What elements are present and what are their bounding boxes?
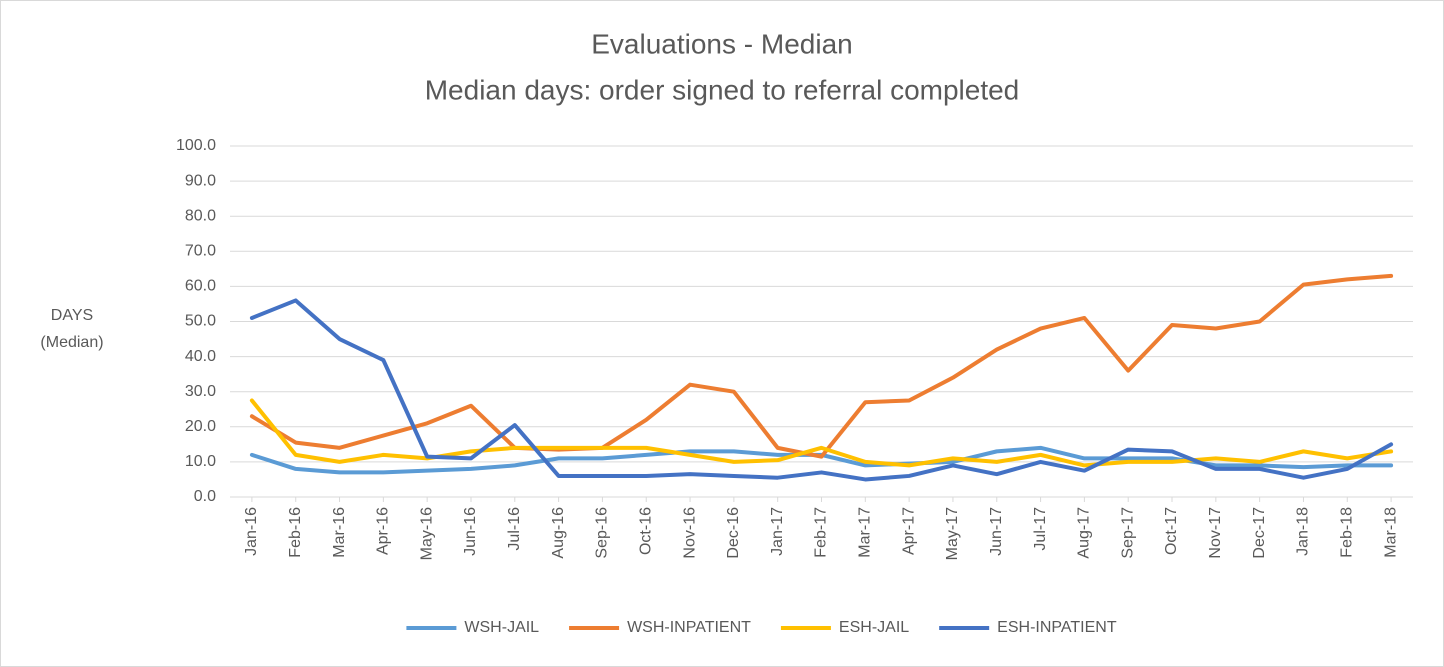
x-tick-label: Sep-17	[1119, 507, 1136, 559]
y-axis-label: (Median)	[40, 334, 103, 351]
x-tick-label: Jul-16	[506, 507, 523, 551]
y-tick-label: 20.0	[185, 418, 216, 435]
x-tick-label: Dec-17	[1251, 507, 1268, 559]
series-line	[249, 273, 1394, 459]
series-line	[249, 298, 1394, 482]
x-tick-label: May-16	[418, 507, 435, 560]
x-tick-label: May-17	[944, 507, 961, 560]
chart-subtitle: Median days: order signed to referral co…	[425, 74, 1020, 105]
y-tick-label: 70.0	[185, 243, 216, 260]
legend-label: WSH-JAIL	[464, 619, 539, 636]
x-tick-label: Mar-16	[331, 507, 348, 558]
x-tick-label: Nov-16	[681, 507, 698, 559]
legend-label: ESH-INPATIENT	[997, 619, 1117, 636]
chart-title: Evaluations - Median	[591, 28, 852, 59]
x-tick-label: Feb-18	[1338, 507, 1355, 558]
x-tick-label: Jun-17	[988, 507, 1005, 556]
y-tick-label: 0.0	[194, 488, 216, 505]
x-tick-label: Apr-17	[900, 507, 917, 555]
y-tick-label: 100.0	[176, 137, 216, 154]
x-tick-label: Mar-17	[857, 507, 874, 558]
x-tick-label: Aug-17	[1076, 507, 1093, 559]
x-tick-label: Oct-16	[637, 507, 654, 555]
y-tick-label: 30.0	[185, 383, 216, 400]
x-tick-label: Feb-16	[287, 507, 304, 558]
x-tick-label: Jul-17	[1032, 507, 1049, 551]
y-tick-label: 50.0	[185, 313, 216, 330]
y-tick-label: 40.0	[185, 348, 216, 365]
y-tick-label: 60.0	[185, 278, 216, 295]
x-tick-label: Jan-16	[243, 507, 260, 556]
y-tick-label: 90.0	[185, 172, 216, 189]
x-tick-label: Feb-17	[813, 507, 830, 558]
x-tick-label: Jan-17	[769, 507, 786, 556]
y-tick-label: 80.0	[185, 207, 216, 224]
y-tick-label: 10.0	[185, 453, 216, 470]
x-tick-label: Mar-18	[1382, 507, 1399, 558]
x-tick-label: Apr-16	[375, 507, 392, 555]
x-tick-label: Jun-16	[462, 507, 479, 556]
x-tick-label: Nov-17	[1207, 507, 1224, 559]
legend-label: WSH-INPATIENT	[627, 619, 751, 636]
x-tick-label: Aug-16	[550, 507, 567, 559]
legend-label: ESH-JAIL	[839, 619, 909, 636]
x-tick-label: Dec-16	[725, 507, 742, 559]
x-tick-label: Jan-18	[1295, 507, 1312, 556]
x-tick-label: Oct-17	[1163, 507, 1180, 555]
x-tick-label: Sep-16	[594, 507, 611, 559]
y-axis-label: DAYS	[51, 307, 93, 324]
